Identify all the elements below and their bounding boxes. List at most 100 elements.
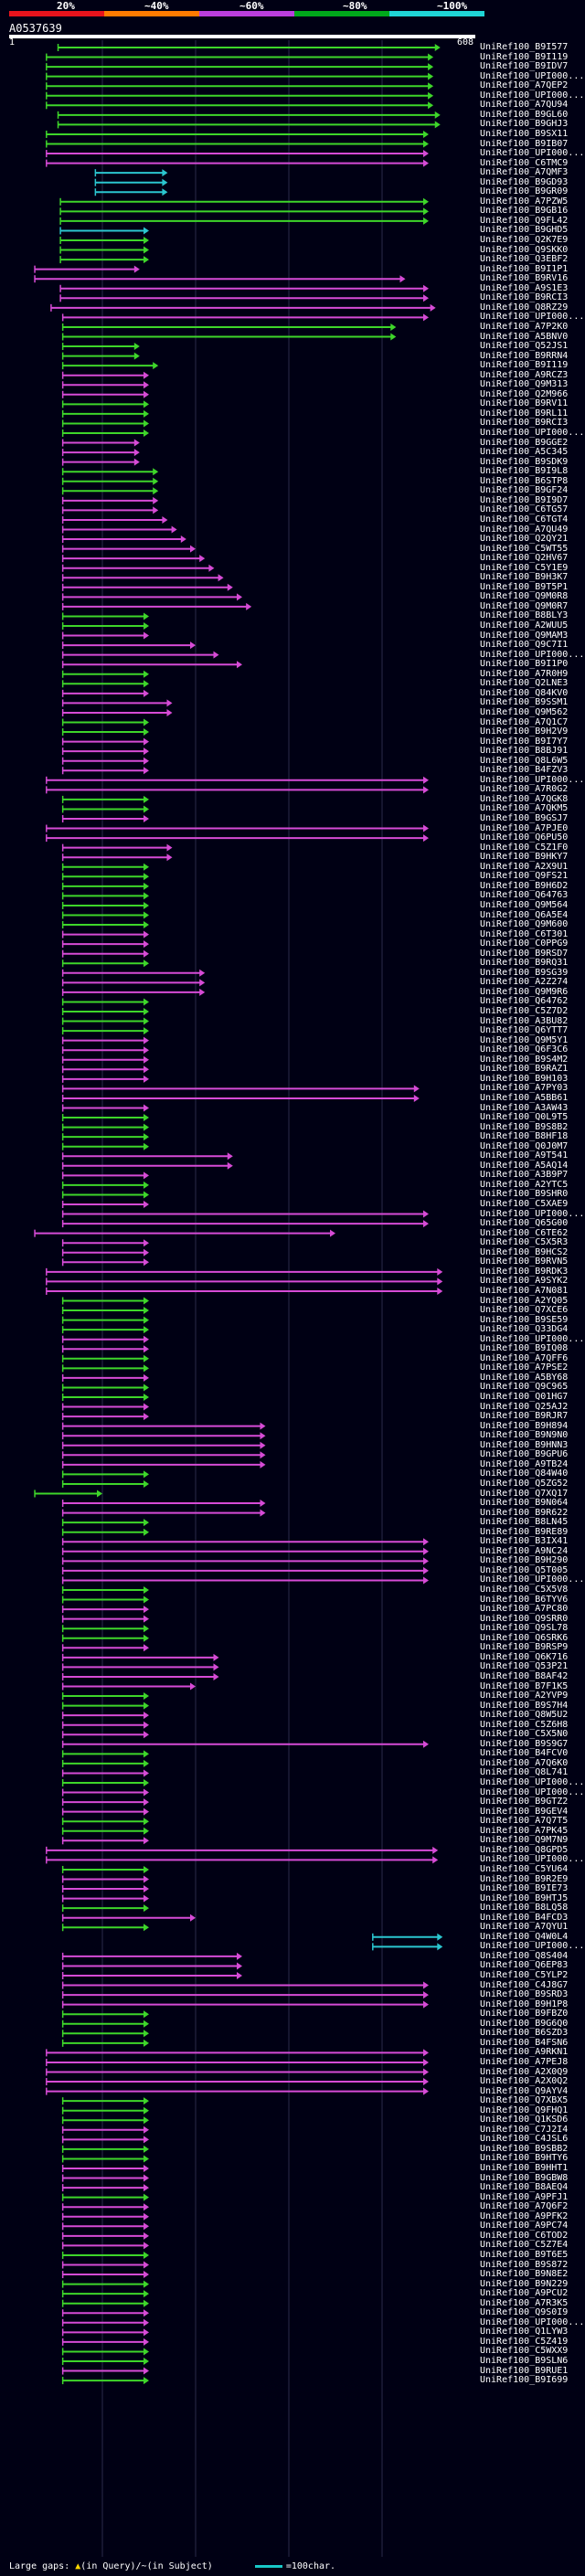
hit-label[interactable]: UniRef100_B9I7Y7 <box>480 736 569 747</box>
hit-label[interactable]: UniRef100_B8LN45 <box>480 1517 569 1528</box>
hit-label[interactable]: UniRef100_Q2HV67 <box>480 553 569 564</box>
hit-label[interactable]: UniRef100_C5Z7E4 <box>480 2240 569 2251</box>
hit-label[interactable]: UniRef100_A9TB24 <box>480 1458 569 1469</box>
hit-label[interactable]: UniRef100_A9NC24 <box>480 1545 569 1556</box>
hit-label[interactable]: UniRef100_Q9FS21 <box>480 871 569 882</box>
hit-label[interactable]: UniRef100_B9RRN4 <box>480 350 569 361</box>
hit-label[interactable]: UniRef100_C5YLP2 <box>480 1970 569 1980</box>
hit-label[interactable]: UniRef100_B8BLY3 <box>480 610 569 621</box>
hit-label[interactable]: UniRef100_B9N8E2 <box>480 2269 569 2280</box>
hit-label[interactable]: UniRef100_B9GEV4 <box>480 1806 569 1817</box>
hit-label[interactable]: UniRef100_A2Z274 <box>480 977 569 988</box>
hit-label[interactable]: UniRef100_A2YVP9 <box>480 1691 569 1701</box>
hit-label[interactable]: UniRef100_B9FBZ0 <box>480 2009 569 2019</box>
hit-label[interactable]: UniRef100_C5XAE9 <box>480 1199 569 1209</box>
hit-label[interactable]: UniRef100_B9HNN3 <box>480 1439 569 1450</box>
hit-label[interactable]: UniRef100_A9SYK2 <box>480 1276 569 1287</box>
hit-label[interactable]: UniRef100_B9IDV7 <box>480 61 569 72</box>
hit-label[interactable]: UniRef100_C5WT55 <box>480 543 569 554</box>
hit-label[interactable]: UniRef100_B9T6E5 <box>480 2249 569 2260</box>
hit-label[interactable]: UniRef100_UPI000... <box>480 1208 585 1219</box>
hit-label[interactable]: UniRef100_A9RKN1 <box>480 2047 569 2058</box>
hit-label[interactable]: UniRef100_UPI000... <box>480 2316 585 2327</box>
hit-label[interactable]: UniRef100_B9IE73 <box>480 1883 569 1894</box>
hit-label[interactable]: UniRef100_A7QFF6 <box>480 1352 569 1363</box>
hit-label[interactable]: UniRef100_A5BB61 <box>480 1092 569 1103</box>
hit-label[interactable]: UniRef100_B8LQ58 <box>480 1903 569 1913</box>
hit-label[interactable]: UniRef100_B9N9N0 <box>480 1430 569 1441</box>
hit-label[interactable]: UniRef100_Q9M0R8 <box>480 591 569 602</box>
hit-label[interactable]: UniRef100_A7Q7T5 <box>480 1816 569 1827</box>
hit-label[interactable]: UniRef100_A7QMF3 <box>480 167 569 178</box>
hit-label[interactable]: UniRef100_B8AEQ4 <box>480 2182 569 2193</box>
hit-label[interactable]: UniRef100_Q9M9R6 <box>480 986 569 997</box>
hit-label[interactable]: UniRef100_Q9FHQ1 <box>480 2104 569 2115</box>
hit-label[interactable]: UniRef100_C6TOD2 <box>480 2230 569 2241</box>
hit-label[interactable]: UniRef100_B9I1P1 <box>480 263 569 274</box>
hit-label[interactable]: UniRef100_Q65G00 <box>480 1218 569 1229</box>
hit-label[interactable]: UniRef100_Q9C965 <box>480 1382 569 1393</box>
hit-label[interactable]: UniRef100_B9GD93 <box>480 176 569 187</box>
hit-label[interactable]: UniRef100_Q9MAM3 <box>480 630 569 641</box>
hit-label[interactable]: UniRef100_B9SDK9 <box>480 456 569 467</box>
hit-label[interactable]: UniRef100_Q9M5Y1 <box>480 1034 569 1045</box>
hit-label[interactable]: UniRef100_UPI000... <box>480 70 585 81</box>
hit-label[interactable]: UniRef100_B9SBB2 <box>480 2143 569 2154</box>
hit-label[interactable]: UniRef100_UPI000... <box>480 90 585 101</box>
hit-label[interactable]: UniRef100_A5C345 <box>480 447 569 458</box>
hit-label[interactable]: UniRef100_Q8RZ29 <box>480 302 569 313</box>
hit-label[interactable]: UniRef100_B9HHT1 <box>480 2163 569 2173</box>
hit-label[interactable]: UniRef100_A7QGK8 <box>480 793 569 804</box>
hit-label[interactable]: UniRef100_B9T5P1 <box>480 581 569 592</box>
hit-label[interactable]: UniRef100_Q52JS1 <box>480 341 569 352</box>
hit-label[interactable]: UniRef100_Q8W5U2 <box>480 1710 569 1721</box>
hit-label[interactable]: UniRef100_C5Z1F0 <box>480 842 569 853</box>
hit-label[interactable]: UniRef100_A3BU82 <box>480 1015 569 1026</box>
hit-label[interactable]: UniRef100_B9SHR0 <box>480 1189 569 1200</box>
hit-label[interactable]: UniRef100_Q9M600 <box>480 919 569 930</box>
hit-label[interactable]: UniRef100_Q0J0M7 <box>480 1140 569 1151</box>
hit-label[interactable]: UniRef100_A7PSE2 <box>480 1362 569 1373</box>
hit-label[interactable]: UniRef100_A7QKM5 <box>480 803 569 814</box>
hit-label[interactable]: UniRef100_Q6SRK6 <box>480 1632 569 1643</box>
hit-label[interactable]: UniRef100_B9HTJ5 <box>480 1892 569 1903</box>
hit-label[interactable]: UniRef100_A7R0H9 <box>480 668 569 679</box>
hit-label[interactable]: UniRef100_Q1KSD6 <box>480 2115 569 2125</box>
hit-label[interactable]: UniRef100_A2YQ05 <box>480 1295 569 1306</box>
hit-label[interactable]: UniRef100_A3B9P7 <box>480 1170 569 1181</box>
hit-label[interactable]: UniRef100_B9RSD7 <box>480 948 569 959</box>
hit-label[interactable]: UniRef100_C6TGT4 <box>480 514 569 525</box>
hit-label[interactable]: UniRef100_B9I119 <box>480 51 569 62</box>
hit-label[interactable]: UniRef100_B9H3K7 <box>480 572 569 583</box>
hit-label[interactable]: UniRef100_B9IB07 <box>480 138 569 149</box>
hit-label[interactable]: UniRef100_Q33DG4 <box>480 1324 569 1335</box>
hit-label[interactable]: UniRef100_B9RL11 <box>480 408 569 419</box>
hit-label[interactable]: UniRef100_B9GHD5 <box>480 225 569 236</box>
hit-label[interactable]: UniRef100_B6STP8 <box>480 475 569 486</box>
hit-label[interactable]: UniRef100_A9PCU2 <box>480 2288 569 2299</box>
hit-label[interactable]: UniRef100_Q6F3C6 <box>480 1044 569 1055</box>
hit-label[interactable]: UniRef100_B6TYV6 <box>480 1594 569 1605</box>
hit-label[interactable]: UniRef100_B9GPU6 <box>480 1449 569 1460</box>
hit-label[interactable]: UniRef100_Q1LYW3 <box>480 2327 569 2337</box>
hit-label[interactable]: UniRef100_A7PY03 <box>480 1083 569 1094</box>
hit-label[interactable]: UniRef100_B9RV16 <box>480 273 569 284</box>
hit-label[interactable]: UniRef100_B9N064 <box>480 1498 569 1509</box>
hit-label[interactable]: UniRef100_B9R2E9 <box>480 1873 569 1884</box>
hit-label[interactable]: UniRef100_B9SRD3 <box>480 1989 569 2000</box>
hit-label[interactable]: UniRef100_B9GF24 <box>480 485 569 496</box>
hit-label[interactable]: UniRef100_A9PFK2 <box>480 2210 569 2221</box>
hit-label[interactable]: UniRef100_C0PPG9 <box>480 938 569 949</box>
hit-label[interactable]: UniRef100_C5X5R3 <box>480 1237 569 1248</box>
hit-label[interactable]: UniRef100_B9GSJ7 <box>480 813 569 823</box>
hit-label[interactable]: UniRef100_Q2LNE3 <box>480 678 569 689</box>
hit-label[interactable]: UniRef100_B9GTZ2 <box>480 1797 569 1807</box>
hit-label[interactable]: UniRef100_Q2M966 <box>480 388 569 399</box>
hit-label[interactable]: UniRef100_Q6EP83 <box>480 1960 569 1971</box>
hit-label[interactable]: UniRef100_A2WUU5 <box>480 620 569 631</box>
hit-label[interactable]: UniRef100_B9I9D7 <box>480 494 569 505</box>
hit-label[interactable]: UniRef100_UPI000... <box>480 1786 585 1797</box>
hit-label[interactable]: UniRef100_B8HF18 <box>480 1131 569 1142</box>
hit-label[interactable]: UniRef100_Q5T005 <box>480 1564 569 1575</box>
hit-label[interactable]: UniRef100_B9I9L8 <box>480 466 569 477</box>
